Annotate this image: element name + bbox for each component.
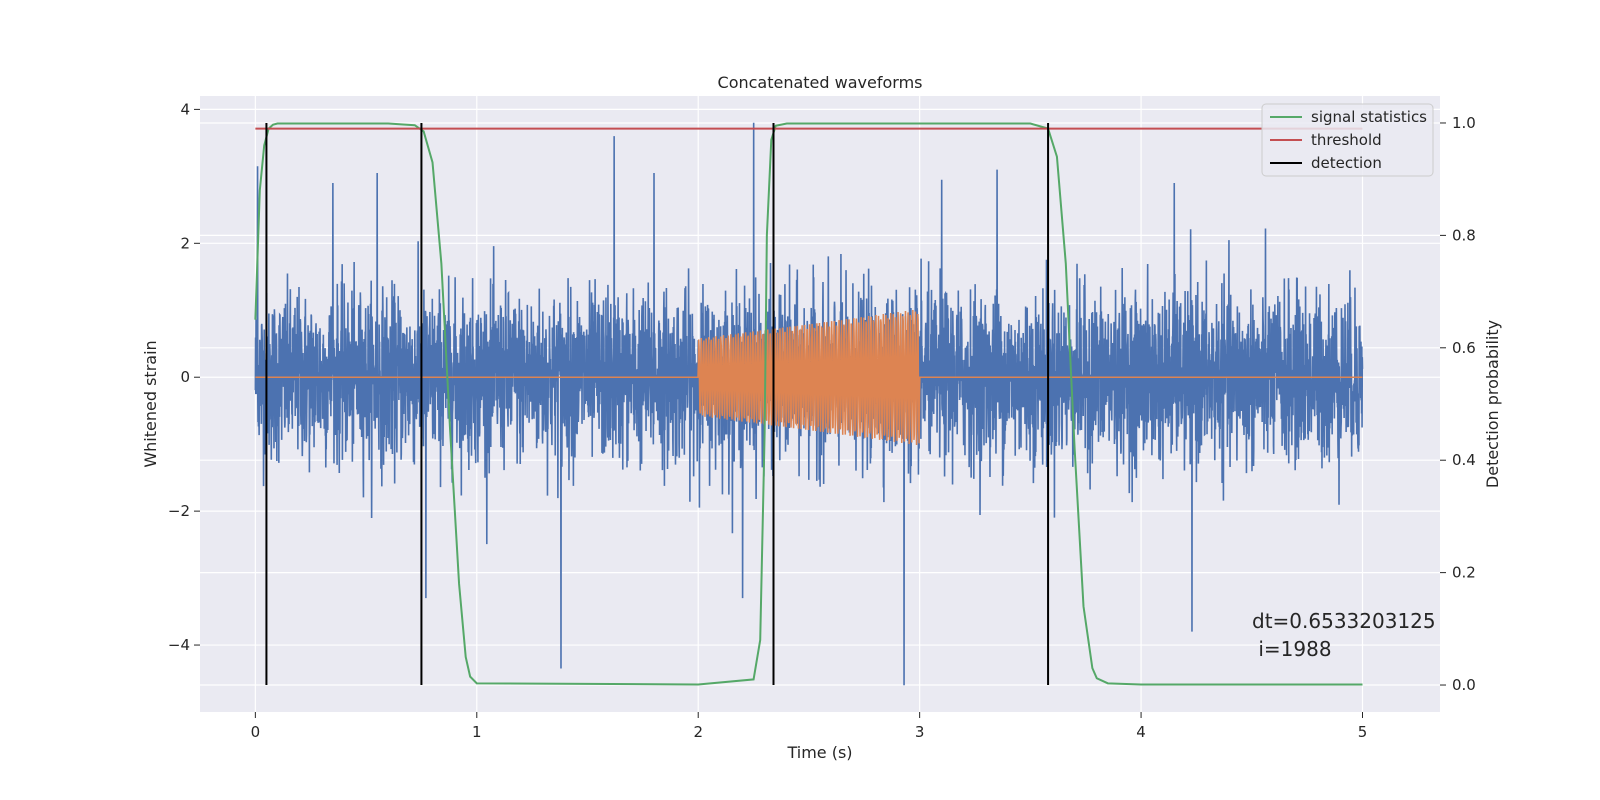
- chart-title: Concatenated waveforms: [718, 73, 923, 92]
- x-tick-label-4: 4: [1136, 723, 1146, 741]
- axis-ticks: 0 1 2 3 4 5 −4 −2 0 2 4 0.0 0.2 0.4 0.6 0.8 1.0: [168, 100, 1476, 741]
- legend-label-threshold: threshold: [1311, 131, 1382, 149]
- legend-label-detection: detection: [1311, 154, 1382, 172]
- y2-tick-label-3: 0.6: [1452, 339, 1476, 357]
- legend-box: [1261, 103, 1434, 177]
- annotation-i: i=1988: [1252, 637, 1332, 661]
- y-tick-label-1: −2: [168, 502, 190, 520]
- y2-tick-label-0: 0.0: [1452, 676, 1476, 694]
- y2-tick-label-4: 0.8: [1452, 226, 1476, 244]
- y-tick-label-2: 0: [180, 368, 190, 386]
- y2-tick-label-2: 0.4: [1452, 451, 1476, 469]
- y2-tick-label-5: 1.0: [1452, 114, 1476, 132]
- x-axis-label: Time (s): [786, 743, 852, 762]
- y-tick-label-4: 4: [180, 100, 190, 118]
- y2-axis-label: Detection probability: [1483, 320, 1502, 488]
- x-tick-label-3: 3: [915, 723, 925, 741]
- x-tick-label-0: 0: [251, 723, 261, 741]
- series-signal-statistics: [254, 122, 1363, 686]
- y2-tick-label-1: 0.2: [1452, 564, 1476, 582]
- series-injected-signal: [255, 309, 1363, 445]
- y-axis-label: Whitened strain: [141, 340, 160, 467]
- y-tick-label-0: −4: [168, 636, 190, 654]
- plot-lines: [254, 122, 1364, 686]
- x-tick-label-1: 1: [472, 723, 482, 741]
- x-tick-label-5: 5: [1358, 723, 1368, 741]
- y-tick-label-3: 2: [180, 234, 190, 252]
- annotation-dt: dt=0.6533203125: [1252, 609, 1436, 633]
- legend-label-signal-statistics: signal statistics: [1311, 108, 1427, 126]
- legend: signal statistics threshold detection: [1261, 103, 1434, 177]
- x-tick-label-2: 2: [693, 723, 703, 741]
